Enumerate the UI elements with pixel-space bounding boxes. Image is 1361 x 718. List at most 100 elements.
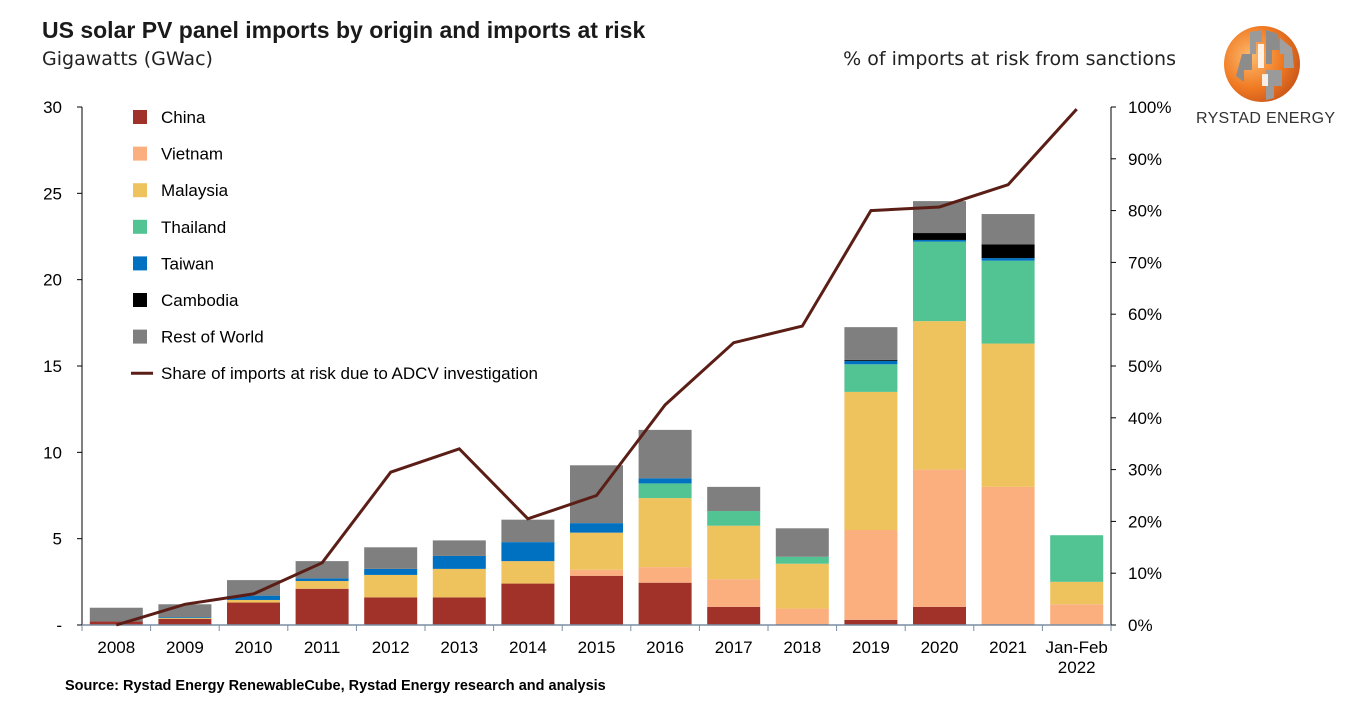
bar-vietnam-10 — [775, 608, 829, 625]
bar-malaysia-4 — [364, 574, 418, 598]
bar-rest-of-world-10 — [775, 528, 829, 557]
y2-tick-label: 40% — [1128, 409, 1162, 428]
bar-thailand-11 — [844, 364, 898, 392]
legend-swatch-china — [133, 110, 147, 124]
legend-label: China — [161, 108, 206, 127]
y2-tick-label: 80% — [1128, 202, 1162, 221]
bar-taiwan-4 — [364, 568, 418, 575]
bar-cambodia-12 — [913, 233, 966, 240]
rystad-logo-globe-icon — [1224, 26, 1300, 102]
bar-rest-of-world-6 — [501, 519, 555, 543]
x-tick-label: 2019 — [852, 638, 890, 657]
bar-cambodia-13 — [981, 244, 1035, 259]
legend-label: Vietnam — [161, 145, 223, 164]
rystad-logo-text: RYSTAD ENERGY — [1196, 110, 1336, 127]
y-tick-label: 25 — [43, 184, 62, 203]
x-tick-label: 2021 — [989, 638, 1027, 657]
bar-rest-of-world-3 — [295, 561, 349, 579]
y2-tick-label: 20% — [1128, 512, 1162, 531]
chart-title: US solar PV panel imports by origin and … — [42, 17, 646, 43]
bar-china-7 — [570, 575, 623, 625]
legend-swatch-malaysia — [133, 183, 147, 198]
bar-china-2 — [227, 602, 280, 625]
y-tick-label: - — [56, 616, 62, 635]
legend-label: Taiwan — [161, 254, 214, 273]
bar-taiwan-12 — [913, 239, 966, 242]
legend-swatch-vietnam — [133, 146, 147, 161]
bar-china-0 — [89, 621, 143, 625]
bar-malaysia-12 — [913, 321, 966, 470]
bar-rest-of-world-0 — [89, 607, 143, 622]
x-tick-label: 2017 — [715, 638, 753, 657]
bar-thailand-12 — [913, 241, 966, 322]
bar-taiwan-6 — [501, 542, 555, 562]
legend-label: Cambodia — [161, 291, 239, 310]
bar-malaysia-3 — [295, 580, 349, 589]
bar-vietnam-7 — [570, 569, 623, 576]
bar-vietnam-9 — [707, 579, 761, 607]
bar-china-9 — [707, 606, 761, 625]
bar-vietnam-8 — [638, 567, 692, 583]
x-tick-label: 2011 — [304, 638, 341, 657]
x-tick-label: Jan-Feb 2022 — [1046, 638, 1108, 677]
bar-vietnam-14 — [1050, 604, 1104, 625]
bar-malaysia-9 — [707, 525, 761, 580]
y-tick-label: 10 — [43, 443, 62, 462]
bar-malaysia-1 — [158, 618, 212, 619]
x-tick-label: 2010 — [235, 638, 273, 657]
bar-malaysia-14 — [1050, 581, 1104, 605]
bar-malaysia-10 — [775, 563, 829, 609]
y-tick-label: 30 — [43, 98, 62, 117]
y2-tick-label: 70% — [1128, 253, 1162, 272]
x-tick-label: 2014 — [509, 638, 547, 657]
x-tick-label: 2009 — [166, 638, 204, 657]
x-tick-label: 2012 — [372, 638, 410, 657]
bar-malaysia-13 — [981, 343, 1035, 487]
bar-thailand-8 — [638, 483, 692, 499]
bar-rest-of-world-13 — [981, 214, 1035, 245]
bar-china-8 — [638, 582, 692, 625]
bar-taiwan-7 — [570, 523, 623, 533]
legend-swatch-taiwan — [133, 256, 147, 271]
bar-rest-of-world-8 — [638, 429, 692, 479]
source-note: Source: Rystad Energy RenewableCube, Rys… — [65, 678, 606, 694]
bar-taiwan-1 — [158, 617, 212, 619]
bar-rest-of-world-4 — [364, 547, 418, 569]
y2-tick-label: 60% — [1128, 305, 1162, 324]
y-tick-label: 15 — [43, 357, 62, 376]
legend-label: Thailand — [161, 218, 226, 237]
legend-swatch-thailand — [133, 219, 147, 234]
y2-tick-label: 30% — [1128, 461, 1162, 480]
legend-label: Rest of World — [161, 328, 264, 347]
bar-taiwan-11 — [844, 360, 898, 365]
bar-rest-of-world-9 — [707, 486, 761, 512]
bar-malaysia-6 — [501, 561, 555, 584]
bar-taiwan-2 — [227, 595, 280, 600]
legend-swatch-rest-of-world — [133, 329, 147, 344]
bar-vietnam-13 — [981, 486, 1035, 625]
legend-swatch-cambodia — [133, 293, 147, 307]
bar-china-1 — [158, 618, 212, 625]
bar-cambodia-11 — [844, 359, 898, 361]
y-tick-label: 5 — [53, 530, 62, 549]
bar-malaysia-2 — [227, 599, 280, 603]
y2-tick-label: 0% — [1128, 616, 1153, 635]
bar-taiwan-5 — [432, 555, 486, 569]
x-tick-label: 2015 — [578, 638, 616, 657]
bar-taiwan-3 — [295, 578, 349, 581]
bar-china-5 — [432, 597, 486, 625]
legend-label: Malaysia — [161, 181, 229, 200]
y-tick-label: 20 — [43, 271, 62, 290]
bar-china-3 — [295, 588, 349, 625]
bar-thailand-13 — [981, 260, 1035, 344]
bar-taiwan-8 — [638, 478, 692, 484]
y2-tick-label: 90% — [1128, 150, 1162, 169]
bar-malaysia-8 — [638, 498, 692, 568]
bar-rest-of-world-11 — [844, 327, 898, 360]
legend-label: Share of imports at risk due to ADCV inv… — [161, 364, 538, 383]
bar-china-4 — [364, 597, 418, 625]
bar-rest-of-world-2 — [227, 580, 280, 596]
bar-china-6 — [501, 583, 555, 625]
x-tick-label: 2018 — [783, 638, 821, 657]
